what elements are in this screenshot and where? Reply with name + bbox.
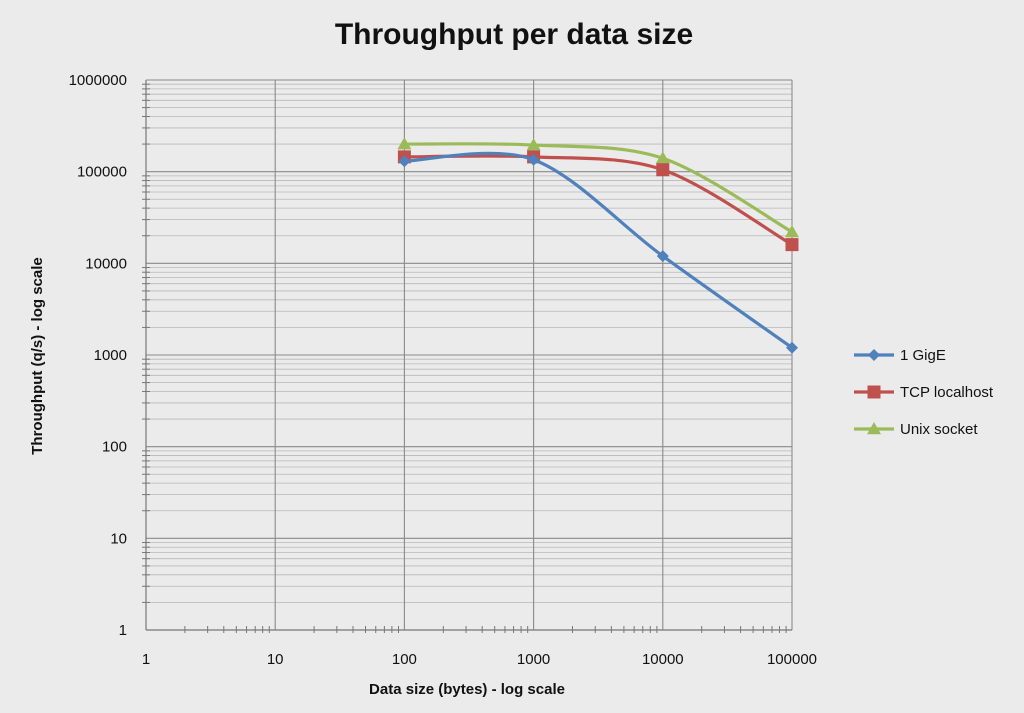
data-point-tcp-localhost	[656, 163, 670, 177]
legend-label: TCP localhost	[900, 384, 994, 401]
data-point-1-gige	[656, 250, 669, 263]
y-tick-label: 1000000	[69, 72, 127, 89]
x-axis-label: Data size (bytes) - log scale	[369, 681, 565, 698]
series	[397, 137, 799, 354]
x-tick-label: 100000	[767, 651, 817, 668]
legend-item-1-gige: 1 GigE	[854, 347, 946, 364]
y-axis-label: Throughput (q/s) - log scale	[29, 257, 46, 455]
data-point-unix-socket	[526, 138, 541, 151]
y-tick-label: 100000	[77, 164, 127, 181]
data-point-unix-socket	[397, 137, 412, 150]
legend-label: 1 GigE	[900, 347, 946, 364]
series-line-1-gige	[402, 151, 794, 350]
legend-marker	[867, 385, 881, 399]
legend-label: Unix socket	[900, 421, 978, 438]
x-tick-label: 1	[142, 651, 150, 668]
legend-marker	[867, 422, 881, 435]
chart-title: Throughput per data size	[335, 18, 693, 51]
x-tick-label: 10000	[642, 651, 684, 668]
x-tick-label: 10	[267, 651, 284, 668]
y-tick-label: 100	[102, 439, 127, 456]
grid	[146, 79, 793, 631]
data-point-tcp-localhost	[785, 238, 799, 252]
y-tick-label: 1	[119, 622, 127, 639]
axes	[142, 80, 792, 633]
data-point-1-gige	[527, 153, 540, 166]
series-1-gige	[398, 151, 798, 354]
legend-marker	[868, 349, 880, 361]
data-point-unix-socket	[655, 151, 670, 164]
legend-item-unix-socket: Unix socket	[854, 421, 978, 438]
data-point-1-gige	[398, 155, 411, 168]
data-point-unix-socket	[785, 224, 799, 238]
legend: 1 GigE TCP localhost Unix socket	[854, 347, 994, 438]
data-point-1-gige	[786, 341, 798, 354]
y-tick-label: 1000	[94, 347, 127, 364]
x-tick-label: 100	[392, 651, 417, 668]
y-tick-label: 10000	[85, 255, 127, 272]
legend-item-tcp-localhost: TCP localhost	[854, 384, 994, 401]
series-line-unix-socket	[402, 142, 794, 234]
tick-labels: 1 10 100 1000 10000 100000 1 10 100 1000 10000 1000…	[69, 72, 817, 668]
x-tick-label: 1000	[517, 651, 550, 668]
y-tick-label: 10	[110, 530, 127, 547]
series-unix-socket	[397, 137, 799, 238]
